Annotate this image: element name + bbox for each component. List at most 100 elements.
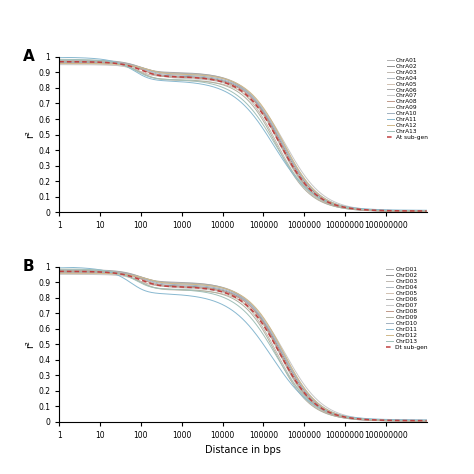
ChrA05 bbox=[424, 208, 429, 214]
ChrA09 bbox=[291, 172, 296, 178]
ChrD08 bbox=[373, 418, 378, 423]
ChrA11 bbox=[373, 207, 378, 212]
ChrA04 bbox=[56, 60, 62, 66]
At sub-gen bbox=[270, 128, 275, 133]
ChrD13 bbox=[373, 417, 378, 423]
ChrA09 bbox=[56, 58, 62, 64]
ChrA05 bbox=[291, 167, 296, 173]
ChrA02 bbox=[335, 202, 341, 208]
ChrD01 bbox=[424, 418, 429, 424]
ChrD08 bbox=[270, 335, 275, 341]
ChrD01 bbox=[270, 335, 275, 341]
Line: ChrA12: ChrA12 bbox=[59, 64, 427, 211]
ChrA03 bbox=[424, 209, 429, 214]
ChrD11 bbox=[56, 264, 62, 270]
Line: ChrD13: ChrD13 bbox=[59, 269, 427, 420]
ChrD13 bbox=[335, 412, 341, 418]
ChrD10 bbox=[270, 332, 275, 338]
Line: ChrA05: ChrA05 bbox=[59, 64, 427, 211]
ChrD01 bbox=[291, 375, 296, 381]
At sub-gen bbox=[279, 145, 285, 151]
ChrD13 bbox=[279, 363, 285, 369]
ChrA01 bbox=[79, 58, 85, 64]
ChrA02 bbox=[270, 124, 275, 129]
Line: ChrD12: ChrD12 bbox=[59, 273, 427, 421]
ChrD01 bbox=[373, 418, 378, 423]
ChrA13 bbox=[335, 203, 341, 209]
ChrD10 bbox=[373, 417, 378, 423]
ChrA08 bbox=[270, 126, 275, 131]
ChrD07 bbox=[279, 346, 285, 351]
Y-axis label: r²: r² bbox=[25, 131, 36, 138]
ChrD07 bbox=[291, 365, 296, 371]
Line: ChrA08: ChrA08 bbox=[59, 62, 427, 211]
ChrA07 bbox=[335, 201, 341, 206]
At sub-gen bbox=[79, 59, 85, 64]
ChrD04 bbox=[56, 270, 62, 275]
ChrA08 bbox=[335, 203, 341, 209]
Dt sub-gen bbox=[335, 412, 341, 418]
ChrD09 bbox=[79, 268, 85, 274]
ChrD09 bbox=[291, 382, 296, 387]
ChrA10 bbox=[79, 60, 85, 65]
ChrD03 bbox=[270, 342, 275, 347]
ChrA11 bbox=[56, 55, 62, 60]
ChrD07 bbox=[56, 272, 62, 277]
Dt sub-gen bbox=[270, 337, 275, 343]
ChrD06 bbox=[424, 418, 429, 424]
ChrA02 bbox=[279, 142, 285, 147]
ChrD11 bbox=[373, 416, 378, 422]
ChrD05 bbox=[79, 271, 85, 276]
ChrA03 bbox=[270, 132, 275, 138]
ChrA06 bbox=[56, 57, 62, 63]
ChrD10 bbox=[56, 269, 62, 275]
ChrA01 bbox=[56, 58, 62, 64]
ChrD08 bbox=[291, 374, 296, 379]
X-axis label: Distance in bps: Distance in bps bbox=[205, 446, 281, 456]
ChrA13 bbox=[79, 57, 85, 63]
Line: ChrA02: ChrA02 bbox=[59, 62, 427, 211]
ChrA07 bbox=[56, 62, 62, 67]
ChrA12 bbox=[291, 158, 296, 164]
Dt sub-gen bbox=[424, 418, 429, 423]
Line: ChrD03: ChrD03 bbox=[59, 271, 427, 421]
ChrA10 bbox=[373, 208, 378, 213]
ChrD07 bbox=[270, 329, 275, 335]
ChrA02 bbox=[56, 59, 62, 65]
ChrA03 bbox=[335, 204, 341, 210]
ChrD07 bbox=[373, 417, 378, 422]
ChrA06 bbox=[79, 57, 85, 63]
ChrA07 bbox=[79, 62, 85, 68]
ChrD02 bbox=[56, 269, 62, 275]
ChrA09 bbox=[270, 135, 275, 140]
ChrD02 bbox=[335, 412, 341, 418]
ChrA10 bbox=[335, 202, 341, 208]
ChrD08 bbox=[79, 269, 85, 274]
ChrD07 bbox=[424, 418, 429, 423]
ChrA01 bbox=[424, 209, 429, 214]
ChrA09 bbox=[79, 59, 85, 64]
ChrA04 bbox=[424, 208, 429, 214]
ChrD10 bbox=[279, 350, 285, 356]
ChrD05 bbox=[335, 414, 341, 419]
ChrA12 bbox=[373, 208, 378, 213]
ChrD06 bbox=[373, 418, 378, 423]
ChrD09 bbox=[56, 268, 62, 274]
ChrD10 bbox=[291, 370, 296, 375]
ChrA03 bbox=[291, 170, 296, 175]
ChrD03 bbox=[424, 418, 429, 424]
Line: ChrD05: ChrD05 bbox=[59, 273, 427, 420]
ChrD06 bbox=[56, 267, 62, 273]
ChrA08 bbox=[56, 59, 62, 65]
ChrA13 bbox=[424, 208, 429, 214]
ChrD01 bbox=[279, 355, 285, 360]
Line: ChrA10: ChrA10 bbox=[59, 63, 427, 211]
ChrD12 bbox=[79, 270, 85, 276]
ChrA13 bbox=[291, 170, 296, 176]
ChrD03 bbox=[56, 268, 62, 274]
ChrA07 bbox=[424, 208, 429, 214]
ChrA04 bbox=[291, 158, 296, 164]
Line: ChrA04: ChrA04 bbox=[59, 63, 427, 211]
ChrD05 bbox=[373, 417, 378, 423]
Line: ChrA11: ChrA11 bbox=[59, 57, 427, 210]
